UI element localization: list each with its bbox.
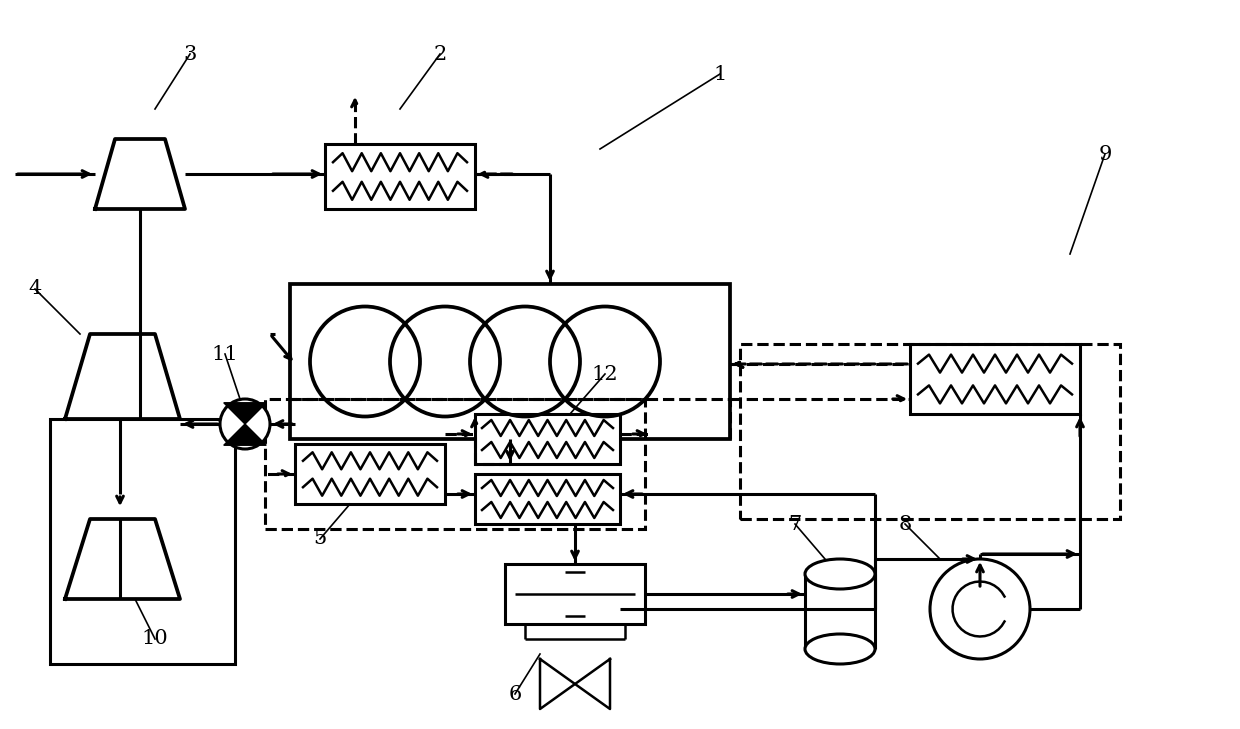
Polygon shape [64,334,180,419]
Bar [910,344,1080,414]
Text: 2: 2 [433,44,446,63]
Text: 5: 5 [314,529,326,548]
Bar [505,564,645,624]
Polygon shape [95,139,185,209]
Text: 12: 12 [591,364,619,383]
Bar [295,444,445,504]
Polygon shape [64,519,180,599]
Bar [475,414,620,464]
Text: 1: 1 [713,64,727,84]
Polygon shape [223,424,267,445]
Bar [740,344,1120,519]
Bar [290,284,730,439]
Text: 8: 8 [898,515,911,534]
Bar [325,144,475,209]
Ellipse shape [805,559,875,589]
Text: 9: 9 [1099,144,1112,163]
Text: 3: 3 [184,44,197,63]
Circle shape [930,559,1030,659]
Bar [50,419,236,664]
Text: 11: 11 [212,345,238,364]
Ellipse shape [805,634,875,664]
Text: 4: 4 [29,279,42,298]
Polygon shape [575,659,610,709]
Circle shape [219,399,270,449]
Polygon shape [223,402,267,424]
Text: 10: 10 [141,630,169,649]
Bar [475,474,620,524]
Text: 7: 7 [789,515,801,534]
Polygon shape [539,659,575,709]
Bar [265,399,645,529]
Text: 6: 6 [508,685,522,703]
